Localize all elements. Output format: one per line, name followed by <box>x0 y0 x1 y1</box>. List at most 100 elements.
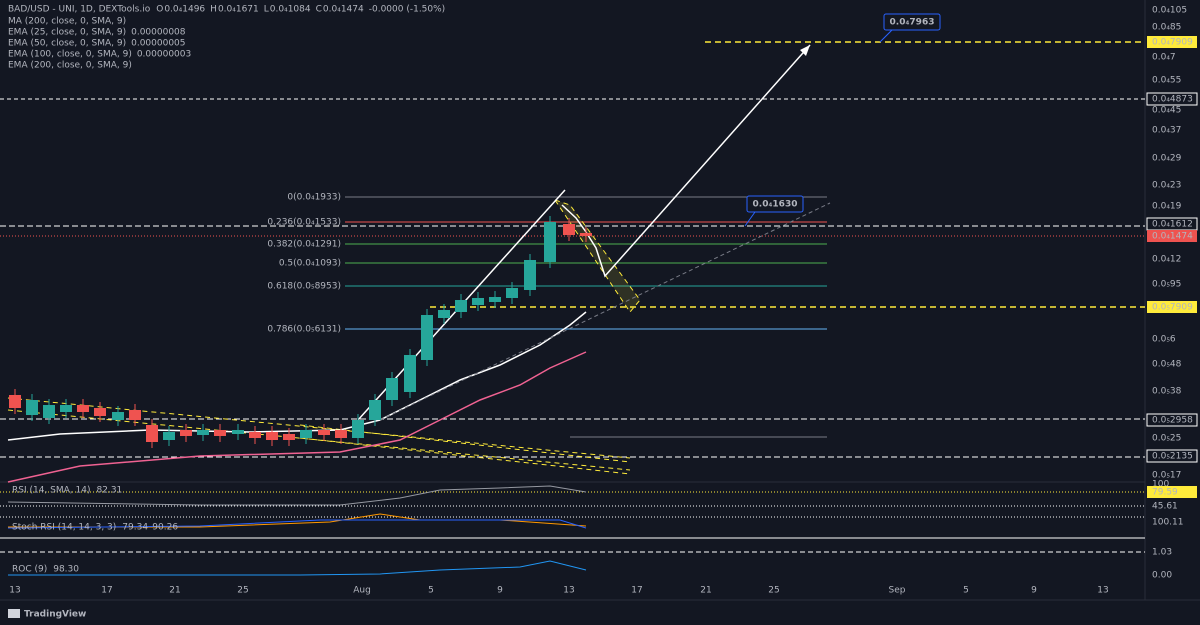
callout-label: 0.0₄1630 <box>753 200 798 210</box>
pane-label: Stoch RSI (14, 14, 3, 3) <box>12 523 116 533</box>
price-label: 0.0₅2135 <box>1152 452 1193 462</box>
candle <box>77 405 89 412</box>
fib-label: 0.618(0.0₅8953) <box>267 282 341 292</box>
callout-pointer <box>879 29 893 43</box>
pane-value: 98.30 <box>53 565 79 575</box>
pane-label: ROC (9) <box>12 565 47 575</box>
fib-label: 0.236(0.0₄1533) <box>267 218 341 228</box>
price-tag <box>1147 301 1197 313</box>
header-text: EMA (25, close, 0, SMA, 9) <box>8 28 126 38</box>
footer-logo: TradingView <box>24 610 86 620</box>
time-label: 13 <box>563 586 574 596</box>
header-text: L <box>264 5 269 15</box>
price-label: 0.0₅6 <box>1152 335 1176 345</box>
candle <box>129 410 141 420</box>
price-label: 0.0₄1612 <box>1152 220 1193 230</box>
header-text: O <box>156 5 163 15</box>
callout-label: 0.0₄7963 <box>890 18 935 28</box>
price-label: 0.0₅2958 <box>1152 416 1193 426</box>
candle <box>404 355 416 392</box>
header-text: EMA (50, close, 0, SMA, 9) <box>8 39 126 49</box>
header-text: BAD/USD - UNI, 1D, DEXTools.io <box>8 5 151 15</box>
candle <box>300 430 312 438</box>
price-label: 0.0₄7909 <box>1152 38 1193 48</box>
time-label: 21 <box>169 586 180 596</box>
pane-value: 82.31 <box>97 486 123 496</box>
price-label: 0.0₅17 <box>1152 471 1181 481</box>
candle <box>438 310 450 318</box>
time-label: 21 <box>700 586 711 596</box>
candle <box>472 298 484 305</box>
pane-axis-label: 100 <box>1152 480 1169 490</box>
header-text: EMA (200, close, 0, SMA, 9) <box>8 61 132 71</box>
candle <box>506 288 518 298</box>
header-text: 0.00000008 <box>131 28 186 38</box>
price-label: 0.0₅95 <box>1152 280 1181 290</box>
price-tag <box>1147 486 1197 498</box>
price-label: 0.0₄4873 <box>1152 95 1193 105</box>
candle <box>335 430 347 438</box>
candle <box>146 425 158 442</box>
candle <box>266 432 278 440</box>
candle <box>455 300 467 312</box>
pane-axis-label: 79.59 <box>1152 488 1178 498</box>
price-label: 0.0₄19 <box>1152 202 1182 212</box>
candle <box>580 233 592 236</box>
time-label: Aug <box>353 586 371 596</box>
candle <box>352 420 364 438</box>
candle <box>232 430 244 434</box>
fib-label: 0.786(0.0₅6131) <box>267 325 341 335</box>
price-label: 0.0₄29 <box>1152 154 1182 164</box>
channel-line <box>299 437 631 475</box>
price-tag <box>1147 230 1197 242</box>
candle <box>489 297 501 302</box>
price-label: 0.0₅25 <box>1152 434 1181 444</box>
candle <box>318 430 330 435</box>
header-text: -0.0000 (-1.50%) <box>369 5 445 15</box>
header-text: 0.00000005 <box>131 39 185 49</box>
ema-line <box>7 351 587 483</box>
price-label: 0.0₄55 <box>1152 76 1181 86</box>
header-text: 0.0₄1671 <box>218 5 259 15</box>
time-label: 17 <box>101 586 112 596</box>
price-label: 0.0₄37 <box>1152 126 1181 136</box>
candle <box>180 430 192 436</box>
time-label: Sep <box>889 586 906 596</box>
fib-label: 0.5(0.0₄1093) <box>279 259 341 269</box>
candle <box>544 222 556 262</box>
candle <box>369 400 381 420</box>
time-label: 5 <box>428 586 434 596</box>
time-label: 9 <box>1031 586 1037 596</box>
price-label: 0.0₅38 <box>1152 387 1182 397</box>
candle <box>524 260 536 290</box>
price-label: 0.0₄1474 <box>1152 232 1193 242</box>
pane-axis-label: 100.11 <box>1152 518 1184 528</box>
time-label: 13 <box>9 586 20 596</box>
time-label: 9 <box>497 586 503 596</box>
candle <box>197 430 209 435</box>
price-label: 0.0₅48 <box>1152 360 1182 370</box>
header-text: C <box>316 5 322 15</box>
path-line <box>561 44 811 278</box>
price-label: 0.0₄7 <box>1152 53 1176 63</box>
candle <box>60 405 72 412</box>
candle <box>163 432 175 440</box>
header-text: 0.0₄1084 <box>270 5 311 15</box>
header-text: 0.0₄1496 <box>164 5 205 15</box>
time-label: 13 <box>1097 586 1108 596</box>
fib-label: 0.382(0.0₄1291) <box>267 240 341 250</box>
candle <box>112 412 124 420</box>
flag <box>553 199 641 313</box>
pane-axis-label: 45.61 <box>1152 502 1178 512</box>
arrow-head <box>800 45 810 56</box>
rsi-line <box>7 485 587 506</box>
callout-pointer <box>744 211 756 227</box>
candle <box>9 395 21 408</box>
header-text: EMA (100, close, 0, SMA, 9) <box>8 50 132 60</box>
price-tag <box>1146 449 1198 463</box>
candle <box>249 432 261 438</box>
callout-box <box>883 13 941 31</box>
candle <box>94 408 106 416</box>
